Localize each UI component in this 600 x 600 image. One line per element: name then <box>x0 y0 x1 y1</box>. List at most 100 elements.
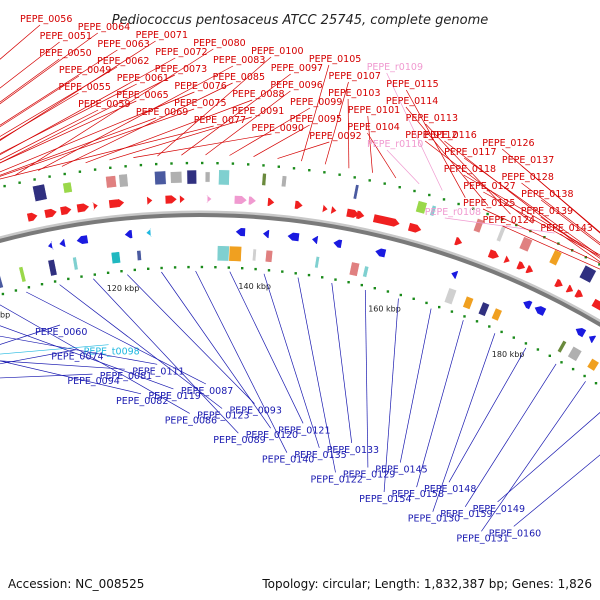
inner-dot-track-mark <box>425 301 428 305</box>
label-leader-line <box>181 73 291 156</box>
reverse-gene-label: PEPE_0086 <box>165 415 217 426</box>
label-leader-line <box>463 174 600 256</box>
inner-feature-box <box>264 249 274 263</box>
inner-dot-track-mark <box>1 292 5 296</box>
forward-gene <box>372 214 400 227</box>
label-leader-line <box>301 64 330 162</box>
label-leader-line <box>0 125 214 180</box>
rna-forward-gene <box>206 194 212 203</box>
forward-gene-label: PEPE_0071 <box>136 30 188 41</box>
label-leader-line <box>386 149 420 185</box>
inner-feature-box <box>216 245 230 262</box>
label-leader-line <box>85 99 253 164</box>
forward-gene <box>503 255 510 264</box>
inner-dot-track-mark <box>93 273 96 276</box>
outer-dot-track-mark <box>109 166 112 169</box>
label-leader-line <box>161 271 271 429</box>
forward-gene-label: PEPE_0115 <box>386 79 438 90</box>
label-leader-line <box>0 324 61 345</box>
forward-gene-label: PEPE_0105 <box>309 54 361 65</box>
label-leader-line <box>0 49 118 126</box>
label-leader-line <box>263 273 320 448</box>
forward-gene <box>591 298 600 321</box>
forward-gene-label: PEPE_r0109 <box>367 62 423 73</box>
forward-gene <box>322 204 328 213</box>
ruler-label: 100 kbp <box>0 310 10 319</box>
forward-gene <box>525 265 534 274</box>
label-leader-line <box>367 115 373 173</box>
forward-gene <box>165 195 177 204</box>
label-leader-line <box>297 277 336 473</box>
forward-gene-label: PEPE_0126 <box>482 138 534 149</box>
label-leader-line <box>127 274 255 404</box>
label-leader-line <box>26 291 207 385</box>
inner-dot-track-mark <box>160 266 163 270</box>
inner-dot-track-mark <box>463 315 466 318</box>
forward-gene-label: PEPE_0114 <box>386 96 438 107</box>
outer-feature-box <box>415 200 428 215</box>
outer-dot-track-mark <box>277 165 280 168</box>
inner-dot-track-mark <box>536 348 540 351</box>
forward-gene <box>574 289 584 298</box>
outer-feature-box <box>495 225 507 243</box>
forward-gene <box>294 200 303 209</box>
inner-feature-box <box>0 272 4 291</box>
inner-dot-track-mark <box>80 275 83 278</box>
outer-dot-track-mark <box>308 169 311 172</box>
outer-feature-box <box>548 249 563 267</box>
reverse-gene-label: PEPE_0121 <box>278 425 330 436</box>
reverse-gene <box>48 241 54 250</box>
label-leader-line <box>59 284 223 409</box>
outer-dot-track-mark <box>292 167 296 170</box>
inner-dot-track-mark <box>360 283 363 287</box>
outer-dot-track-mark <box>515 223 518 227</box>
label-leader-line <box>444 217 555 234</box>
reverse-gene-label: PEPE_0130 <box>408 514 460 525</box>
label-leader-line <box>347 98 350 169</box>
label-leader-line <box>0 74 175 164</box>
outer-dot-track-mark <box>185 161 189 165</box>
ruler-label: 160 kbp <box>368 304 401 313</box>
outer-dot-track-mark <box>124 165 127 168</box>
reverse-gene <box>124 230 133 239</box>
inner-dot-track-mark <box>500 330 503 334</box>
outer-dot-track-mark <box>500 218 504 221</box>
inner-dot-track-mark <box>347 281 350 284</box>
label-leader-line <box>432 333 496 512</box>
reverse-gene-label: PEPE_0119 <box>148 391 200 402</box>
forward-gene-label: PEPE_0056 <box>20 14 72 25</box>
forward-gene-label: PEPE_0083 <box>213 55 265 66</box>
reverse-gene-label: PEPE_t0098 <box>84 347 140 358</box>
reverse-gene-label: PEPE_0122 <box>311 474 363 485</box>
outer-feature-box <box>578 264 597 284</box>
forward-gene-label: PEPE_0075 <box>174 98 226 109</box>
inner-dot-track-mark <box>254 267 257 271</box>
inner-dot-track-mark <box>307 273 311 277</box>
reverse-gene-label: PEPE_0087 <box>181 386 233 397</box>
inner-feature-box <box>314 256 320 269</box>
outer-feature-box <box>154 170 167 186</box>
forward-gene <box>487 249 499 259</box>
outer-dot-track-mark <box>457 202 460 206</box>
forward-gene-label: PEPE_0107 <box>329 71 381 82</box>
label-leader-line <box>405 106 489 206</box>
label-leader-line <box>399 308 432 463</box>
inner-dot-track-mark <box>200 265 204 269</box>
label-leader-line <box>133 133 272 158</box>
forward-gene-label: PEPE_0096 <box>270 80 322 91</box>
label-leader-line <box>277 141 330 159</box>
inner-feature-box <box>586 357 600 372</box>
label-leader-line <box>560 233 600 263</box>
label-leader-line <box>364 289 369 468</box>
label-leader-line <box>0 108 195 177</box>
forward-gene <box>330 205 337 214</box>
label-leader-line <box>502 225 600 270</box>
accession-label: Accession: NC_008525 <box>8 577 144 591</box>
forward-gene-label: PEPE_0072 <box>155 47 207 58</box>
genome-backbone <box>0 213 600 327</box>
label-leader-line <box>14 48 214 176</box>
reverse-gene-label: PEPE_0160 <box>489 528 541 539</box>
inner-dot-track-mark <box>14 289 18 292</box>
inner-dot-track-mark <box>147 267 150 270</box>
inner-dot-track-mark <box>120 270 123 273</box>
